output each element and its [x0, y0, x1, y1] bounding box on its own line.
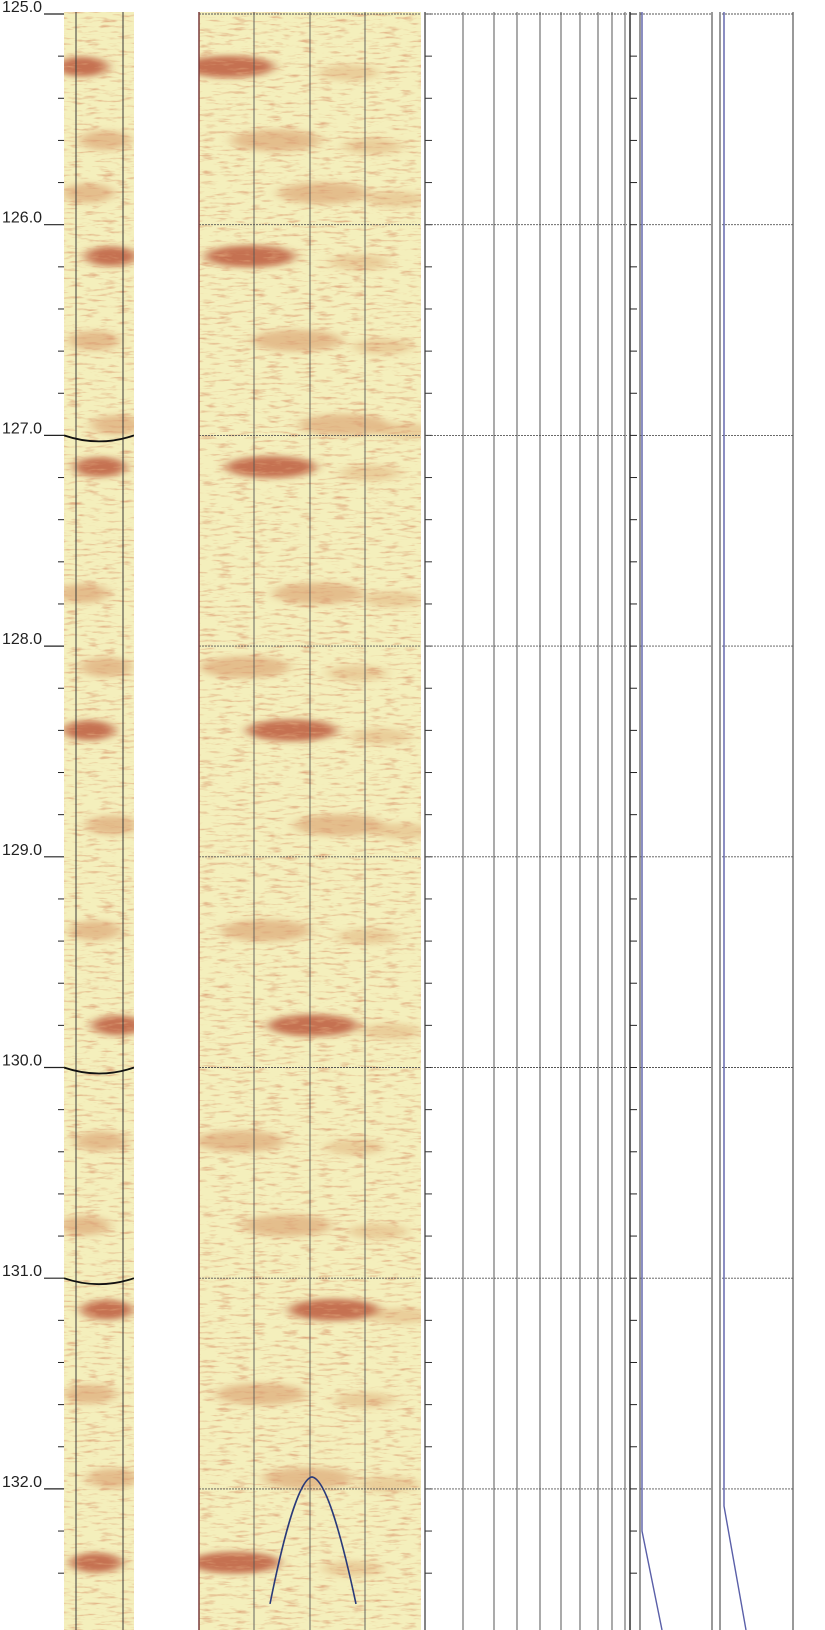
traced-sinusoid [64, 1066, 134, 1075]
log-curve [723, 12, 747, 1630]
traced-sinusoid [269, 1476, 357, 1605]
empty-grid-track [424, 12, 627, 1630]
depth-tick-label: 127.0 [2, 420, 42, 437]
curve-tracks [629, 12, 794, 1630]
traced-sinusoid [64, 434, 134, 443]
depth-axis: 125.0 126.0 127.0 128.0 129.0 130.0 131.0 132.0 [2, 0, 64, 1574]
depth-tick-label: 128.0 [2, 631, 42, 648]
depth-tick-label: 125.0 [2, 0, 42, 16]
depth-tick-label: 129.0 [2, 842, 42, 859]
depth-tick-label: 132.0 [2, 1474, 42, 1491]
depth-tick-label: 130.0 [2, 1053, 42, 1070]
depth-tick-label: 126.0 [2, 210, 42, 227]
traced-sinusoid [64, 1277, 134, 1286]
image-track-left [64, 12, 134, 1630]
log-curve [641, 12, 663, 1630]
depth-tick-label: 131.0 [2, 1263, 42, 1280]
image-track-main [199, 12, 421, 1630]
